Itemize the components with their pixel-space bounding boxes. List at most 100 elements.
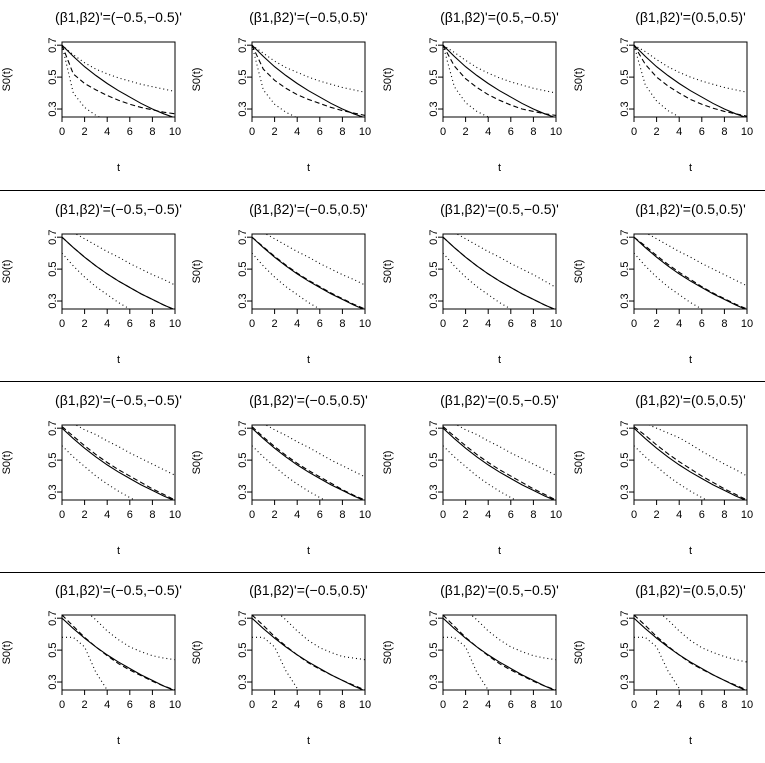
series-line-solid [252,44,365,117]
x-tick-label: 2 [463,509,469,521]
x-tick-label: 8 [149,126,155,138]
x-tick-label: 8 [530,318,536,330]
panel-r3c1: (β1,β2)'=(−0.5,−0.5)' 0 2 4 6 8 10 0.3 0.5 0.7 t S0… [1,392,182,557]
series-line-dashed [443,426,556,500]
series-line-dashed [443,44,556,116]
plot-frame [442,233,557,310]
x-tick-label: 2 [654,126,660,138]
x-axis-label: t [689,545,692,557]
y-axis-label: S0(t) [382,260,394,284]
panel-title: (β1,β2)'=(−0.5,0.5)' [249,201,368,217]
x-tick-label: 10 [550,318,562,330]
series-line-dotted [89,615,175,661]
y-axis-label: S0(t) [191,451,203,475]
series-line-solid [634,617,747,690]
y-tick-label: 0.5 [47,261,59,276]
panel-title: (β1,β2)'=(0.5,−0.5)' [440,582,559,598]
x-tick-label: 0 [440,318,446,330]
y-tick-label: 0.5 [47,452,59,467]
plot-frame [61,233,176,310]
x-axis-label: t [689,162,692,174]
y-tick-label: 0.7 [47,38,59,53]
series-line-dotted [252,252,321,309]
series-line-dotted [75,234,175,286]
series-line-solid [443,427,556,500]
y-tick-label: 0.7 [47,230,59,245]
y-tick-label: 0.5 [619,261,631,276]
plot-frame [61,614,176,691]
panel-r1c1: (β1,β2)'=(−0.5,−0.5)' 0 2 4 6 8 10 0.3 0.5 0.7 t S0… [1,9,182,174]
series-line-solid [634,236,747,309]
y-tick-label: 0.7 [619,230,631,245]
y-axis-label: S0(t) [1,451,13,475]
plot-frame [61,424,176,501]
x-tick-label: 2 [272,126,278,138]
series-line-solid [443,44,556,117]
y-axis-label: S0(t) [573,641,585,665]
series-line-solid [443,236,556,309]
y-axis-label: S0(t) [382,451,394,475]
panel-title: (β1,β2)'=(0.5,0.5)' [635,9,746,25]
x-axis-label: t [498,735,501,747]
x-tick-label: 0 [631,126,637,138]
series-line-dotted [634,44,747,93]
panel-title: (β1,β2)'=(0.5,−0.5)' [440,201,559,217]
panel-r4c1: (β1,β2)'=(−0.5,−0.5)' 0 2 4 6 8 10 0.3 0.5 0.7 t S0… [1,582,182,747]
plot-frame [633,41,748,118]
y-tick-label: 0.7 [237,38,249,53]
x-tick-label: 6 [317,509,323,521]
x-tick-label: 4 [104,699,110,711]
x-tick-label: 6 [317,699,323,711]
series-line-dashed [634,615,747,690]
panel-title: (β1,β2)'=(−0.5,−0.5)' [55,9,182,25]
series-line-solid [252,427,365,500]
x-axis-label: t [117,735,120,747]
series-line-dotted [470,615,556,661]
series-line-dashed [634,426,747,500]
series-line-dotted [279,615,365,661]
x-tick-label: 0 [440,509,446,521]
x-tick-label: 8 [721,318,727,330]
panel-r4c4: (β1,β2)'=(0.5,0.5)' 0 2 4 6 8 10 0.3 0.5 0.7 t S0(t… [573,582,753,747]
x-tick-label: 8 [530,509,536,521]
x-tick-label: 2 [82,509,88,521]
panel-title: (β1,β2)'=(−0.5,−0.5)' [55,201,182,217]
y-tick-label: 0.3 [237,484,249,499]
x-axis-label: t [117,545,120,557]
x-tick-label: 8 [721,699,727,711]
x-tick-label: 6 [508,318,514,330]
x-axis-label: t [307,735,310,747]
plot-frame [633,233,748,310]
x-tick-label: 0 [59,126,65,138]
x-tick-label: 10 [741,318,753,330]
series-line-dashed [252,44,365,116]
x-tick-label: 4 [485,699,491,711]
x-tick-label: 2 [654,699,660,711]
x-tick-label: 2 [82,126,88,138]
y-tick-label: 0.3 [619,101,631,116]
x-tick-label: 6 [699,509,705,521]
y-tick-label: 0.3 [619,484,631,499]
y-tick-label: 0.7 [237,611,249,626]
plot-frame [442,41,557,118]
plot-frame [633,614,748,691]
x-tick-label: 8 [149,509,155,521]
y-tick-label: 0.5 [237,642,249,657]
x-tick-label: 6 [699,699,705,711]
y-tick-label: 0.3 [237,293,249,308]
series-line-solid [252,236,365,309]
y-tick-label: 0.5 [619,452,631,467]
x-tick-label: 0 [249,509,255,521]
x-tick-label: 10 [359,318,371,330]
plot-frame [61,41,176,118]
y-axis-label: S0(t) [1,641,13,665]
plot-frame [251,424,366,501]
panel-title: (β1,β2)'=(−0.5,0.5)' [249,9,368,25]
y-tick-label: 0.7 [428,38,440,53]
series-line-solid [634,44,747,117]
y-tick-label: 0.7 [619,38,631,53]
y-tick-label: 0.7 [428,611,440,626]
y-axis-label: S0(t) [1,68,13,92]
y-axis-label: S0(t) [191,68,203,92]
x-tick-label: 4 [104,126,110,138]
